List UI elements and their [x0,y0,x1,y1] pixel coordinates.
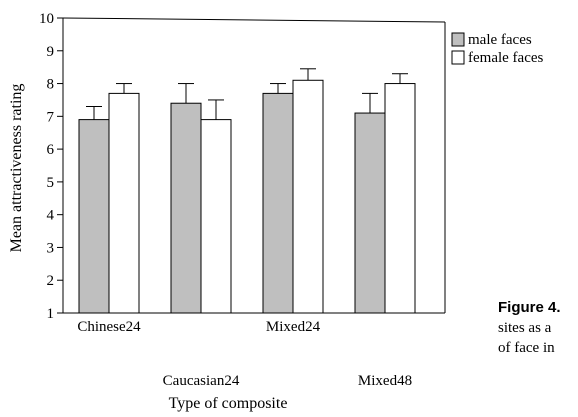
y-tick-label: 8 [47,77,55,93]
x-category-label: Mixed24 [266,319,321,335]
legend-swatch-female [451,50,465,65]
x-category-label: Chinese24 [77,319,141,335]
y-tick-label: 5 [47,175,55,191]
y-tick-label: 4 [47,208,55,224]
legend-label-male: male faces [468,32,532,48]
caption-label: Figure 4. [498,299,561,316]
frame-top [62,17,446,23]
bar-male [78,119,110,314]
bar-male [262,92,294,314]
bar-male [170,102,202,314]
legend-label-female: female faces [468,50,544,66]
bar-female [200,119,232,314]
y-tick-label: 10 [39,11,54,27]
figure-caption: Figure 4. sites as a of face in [498,298,561,358]
y-tick-label: 7 [47,109,55,125]
caption-line-2: of face in [498,340,555,356]
bar-female [108,92,140,314]
x-axis-label: Type of composite [169,395,288,412]
y-tick-label: 2 [47,273,55,289]
bar-female [292,79,324,314]
x-category-label: Caucasian24 [163,373,240,389]
y-tick-label: 6 [47,142,55,158]
y-tick-label: 1 [47,306,55,322]
legend-swatch-male [451,32,465,47]
bar-male [354,112,386,314]
caption-line-1: sites as a [498,320,552,336]
bar-female [384,83,416,314]
y-tick-label: 9 [47,44,55,60]
x-category-label: Mixed48 [358,373,412,389]
y-axis-label: Mean attractiveness rating [8,84,25,253]
y-tick-label: 3 [47,240,55,256]
